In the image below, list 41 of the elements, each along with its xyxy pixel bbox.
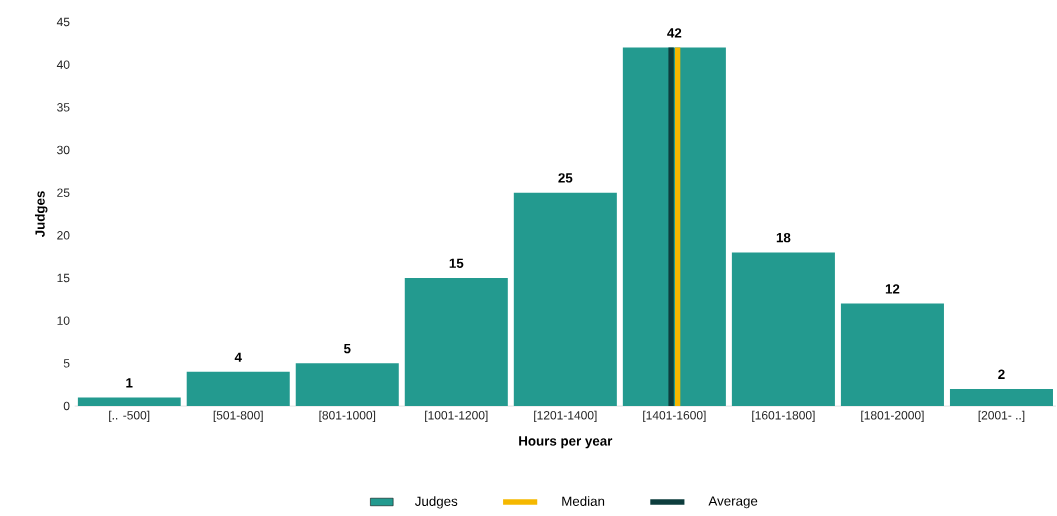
legend-label: Average xyxy=(708,496,758,509)
bar xyxy=(949,388,1053,406)
bar xyxy=(840,303,944,406)
legend-label: Median xyxy=(562,496,605,506)
x-tick-label: [2001- ..] xyxy=(978,410,1025,422)
y-tick-label: 10 xyxy=(57,316,70,325)
data-label: 15 xyxy=(449,258,464,268)
data-label: 4 xyxy=(234,352,242,362)
data-label: 25 xyxy=(558,173,573,183)
data-label: 12 xyxy=(885,284,900,294)
bar xyxy=(731,252,835,406)
y-axis-title: Judges xyxy=(34,191,48,238)
y-tick-label: 25 xyxy=(57,188,70,197)
x-tick-label: [1601-1800] xyxy=(752,410,815,422)
y-tick-label: 0 xyxy=(63,401,70,411)
data-label: 42 xyxy=(667,28,682,38)
x-tick-label: [1801-2000] xyxy=(861,410,924,422)
bar xyxy=(186,371,290,406)
y-tick-label: 15 xyxy=(57,273,70,283)
x-tick-label: [1001-1200] xyxy=(425,410,488,422)
y-tick-label: 5 xyxy=(63,359,70,368)
x-tick-label: [1401-1600] xyxy=(643,410,706,422)
bar xyxy=(513,192,617,406)
data-label: 18 xyxy=(776,232,791,243)
y-tick-label: 35 xyxy=(57,103,70,112)
y-tick-label: 30 xyxy=(57,145,70,155)
bar xyxy=(77,397,181,406)
x-axis-title: Hours per year xyxy=(519,436,613,449)
x-tick-label: [501-800] xyxy=(213,410,263,422)
legend-label: Judges xyxy=(414,496,458,509)
bar xyxy=(404,277,508,406)
x-tick-label: [1201-1400] xyxy=(534,410,597,422)
y-tick-label: 20 xyxy=(57,231,70,240)
bar xyxy=(295,363,399,406)
x-tick-label: [.. -500] xyxy=(109,410,150,422)
y-tick-label: 45 xyxy=(56,17,70,27)
data-label: 2 xyxy=(998,369,1005,379)
data-label: 5 xyxy=(343,343,351,354)
data-label: 1 xyxy=(126,378,133,388)
y-tick-label: 40 xyxy=(56,60,70,69)
x-tick-label: [801-1000] xyxy=(319,410,376,422)
